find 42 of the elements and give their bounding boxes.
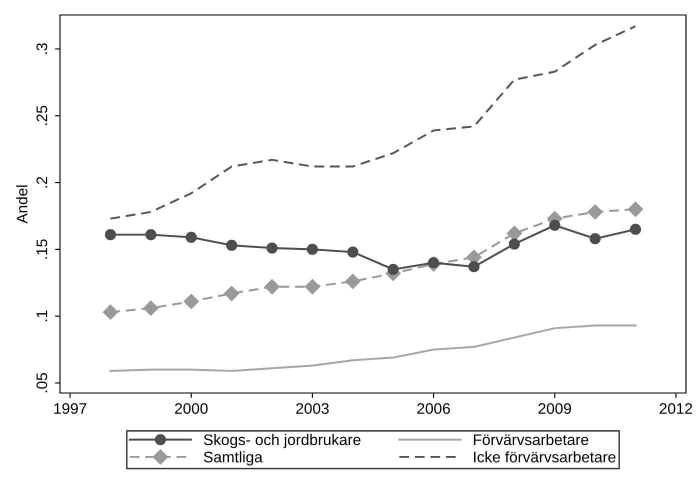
point xyxy=(184,294,199,310)
point xyxy=(628,202,644,217)
point xyxy=(143,300,158,316)
point xyxy=(588,204,603,220)
y-tick-label: .1 xyxy=(36,310,48,322)
point xyxy=(508,238,520,250)
point xyxy=(388,264,399,275)
y-tick-label: .15 xyxy=(36,239,48,259)
x-tick-label: 2012 xyxy=(660,403,692,414)
line-series xyxy=(110,25,636,220)
point xyxy=(468,261,480,272)
x-tick-label: 2000 xyxy=(175,403,208,414)
point xyxy=(590,233,601,244)
x-tick-label: 1997 xyxy=(54,403,86,414)
point xyxy=(145,229,156,240)
point xyxy=(549,220,560,231)
point xyxy=(630,224,642,235)
y-tick-label: .25 xyxy=(36,106,48,125)
point xyxy=(186,232,197,243)
legend-label: Förvärvsarbetare xyxy=(474,434,588,446)
point xyxy=(506,226,522,241)
legend-label: Icke förvärvsarbetare xyxy=(474,451,616,462)
y-tick-label: .05 xyxy=(36,373,48,392)
x-tick-label: 2003 xyxy=(296,403,329,414)
x-tick-label: 2006 xyxy=(417,403,450,414)
legend-label: Skogs- och jordbrukare xyxy=(204,434,360,448)
y-tick-label: .3 xyxy=(36,43,48,54)
point xyxy=(104,229,116,240)
line-series xyxy=(110,324,636,372)
point xyxy=(264,279,280,294)
x-tick-label: 2009 xyxy=(538,403,572,414)
point xyxy=(266,242,278,254)
point xyxy=(102,304,118,320)
y-tick-label: .2 xyxy=(36,176,48,188)
point xyxy=(345,274,360,289)
point xyxy=(304,279,320,294)
y-axis-title: Andel xyxy=(16,185,28,224)
point xyxy=(226,240,238,251)
point xyxy=(347,246,358,258)
point xyxy=(306,244,318,255)
point xyxy=(224,286,240,302)
legend-label: Samtliga xyxy=(204,451,263,466)
